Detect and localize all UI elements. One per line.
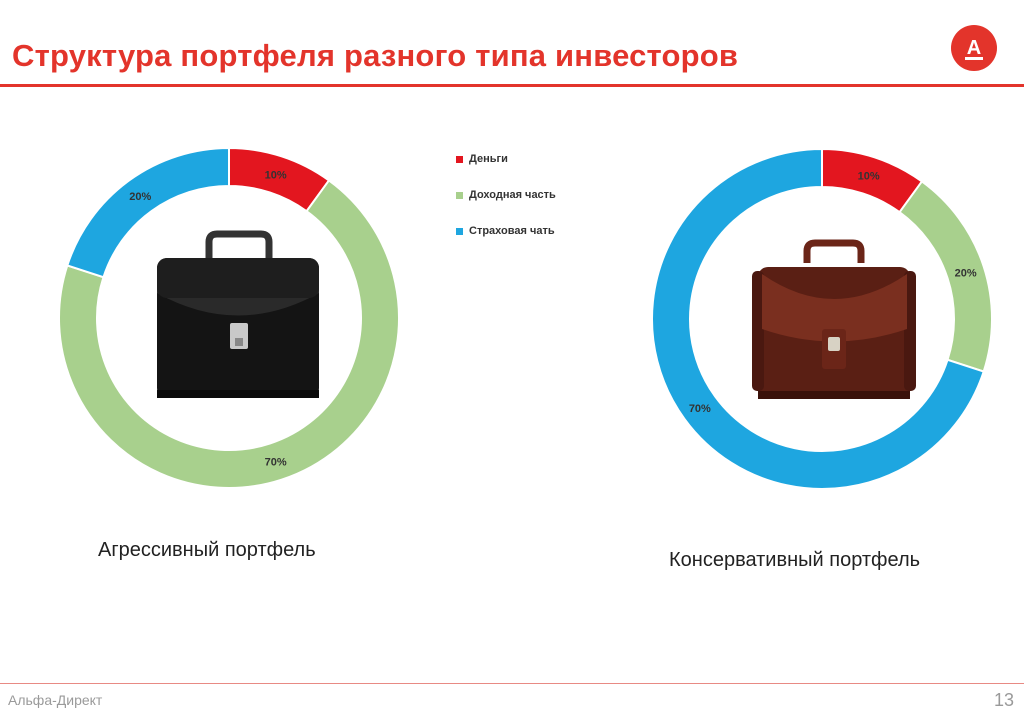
aggressive-donut-slices: 10% 70% 20%	[58, 146, 400, 489]
logo-letter: А	[967, 37, 981, 59]
slice-label-income: 70%	[265, 457, 287, 469]
slice-label-insurance: 20%	[129, 191, 151, 203]
chart-legend: Деньги Доходная часть Страховая чать	[456, 150, 556, 258]
alfa-logo: А	[951, 25, 997, 71]
aggressive-portfolio-chart: 10% 70% 20%	[58, 146, 400, 489]
legend-swatch-insurance	[456, 227, 463, 235]
legend-label-insurance: Страховая чать	[469, 225, 555, 237]
legend-swatch-income	[456, 191, 463, 199]
page-number: 13	[994, 690, 1015, 710]
footer-divider	[0, 683, 1024, 684]
conservative-portfolio-chart: 10% 20% 70%	[651, 147, 993, 490]
donut-slice-insurance	[651, 147, 985, 490]
black-briefcase-icon	[157, 230, 319, 398]
donut-slice-insurance	[66, 146, 230, 279]
legend-swatch-money	[456, 155, 463, 163]
aggressive-portfolio-caption: Агрессивный портфель	[98, 539, 316, 561]
slice-label-money: 10%	[858, 170, 880, 182]
legend-item-insurance: Страховая чать	[456, 222, 556, 240]
legend-item-income: Доходная часть	[456, 186, 556, 204]
legend-label-money: Деньги	[469, 153, 508, 165]
title-divider	[0, 84, 1024, 87]
conservative-donut-slices: 10% 20% 70%	[651, 147, 993, 490]
slice-label-income: 20%	[955, 267, 977, 279]
slice-label-insurance: 70%	[689, 403, 711, 415]
slide-title: Структура портфеля разного типа инвестор…	[12, 38, 739, 73]
donut-slice-income	[58, 179, 400, 489]
brown-briefcase-icon	[752, 239, 916, 399]
conservative-portfolio-caption: Консервативный портфель	[669, 549, 921, 571]
legend-item-money: Деньги	[456, 150, 556, 168]
legend-label-income: Доходная часть	[469, 189, 556, 201]
slice-label-money: 10%	[265, 169, 287, 181]
footer-brand: Альфа-Директ	[8, 692, 103, 708]
